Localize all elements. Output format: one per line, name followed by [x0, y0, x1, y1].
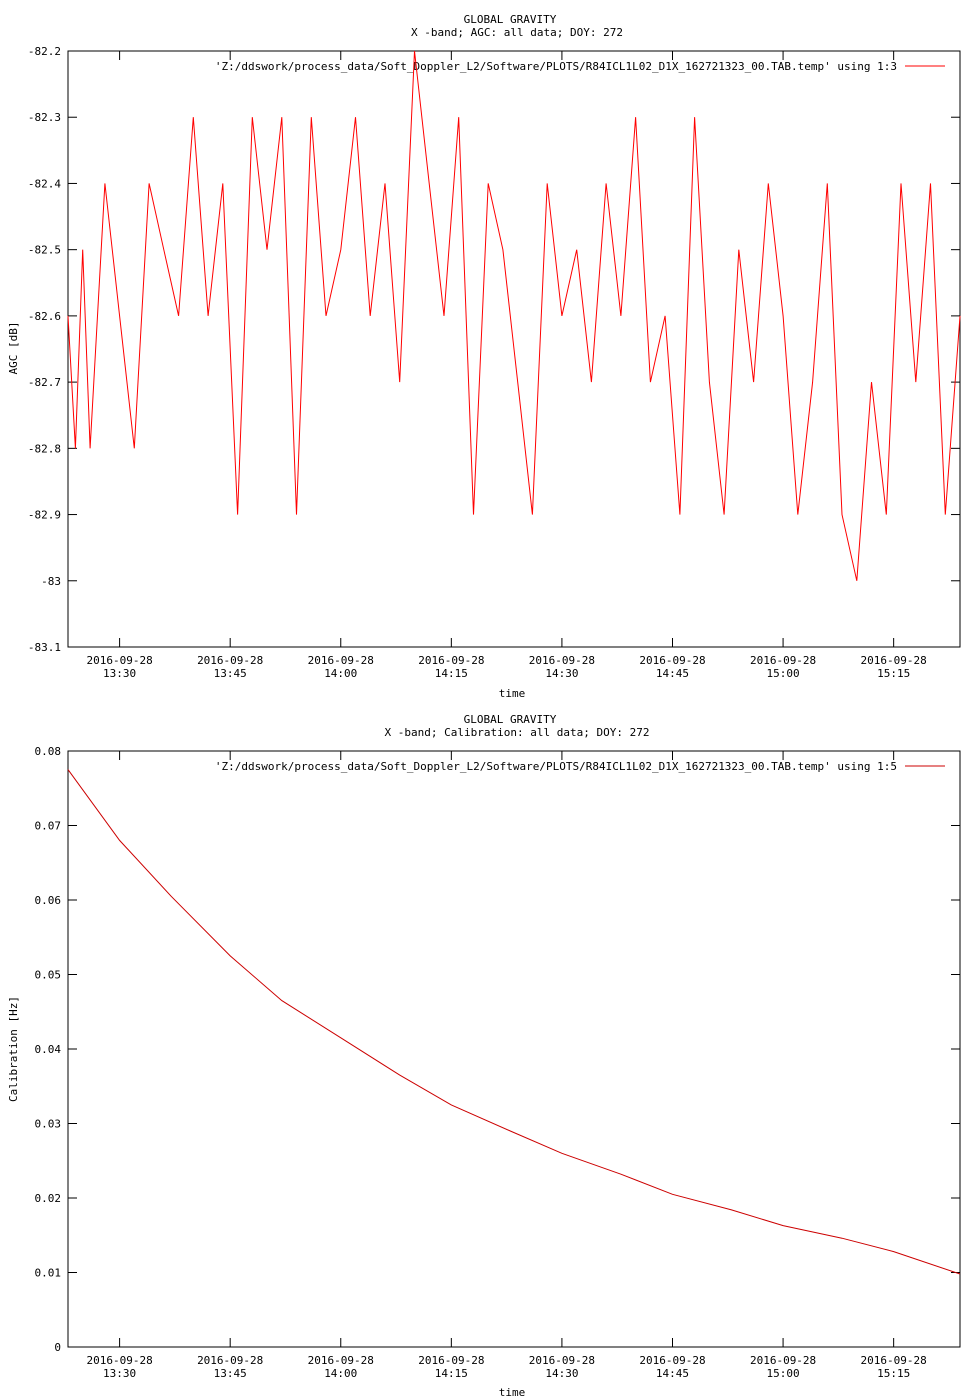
x-tick-time: 15:15: [877, 667, 910, 680]
x-tick-date: 2016-09-28: [308, 654, 374, 667]
x-tick-date: 2016-09-28: [639, 1354, 705, 1367]
x-tick-date: 2016-09-28: [308, 1354, 374, 1367]
x-tick-date: 2016-09-28: [529, 654, 595, 667]
calibration-chart: GLOBAL GRAVITY X -band; Calibration: all…: [7, 713, 961, 1399]
x-tick-date: 2016-09-28: [750, 654, 816, 667]
x-tick-time: 14:45: [656, 1367, 689, 1380]
x-tick-date: 2016-09-28: [861, 1354, 927, 1367]
x-tick-date: 2016-09-28: [86, 654, 152, 667]
x-tick-date: 2016-09-28: [639, 654, 705, 667]
y-tick-label: 0: [54, 1341, 61, 1354]
y-tick-label: 0.01: [35, 1267, 62, 1280]
chart-title: GLOBAL GRAVITY: [464, 13, 557, 26]
chart-title: GLOBAL GRAVITY: [464, 713, 557, 726]
x-tick-time: 15:00: [767, 1367, 800, 1380]
y-tick-label: -82.4: [28, 177, 61, 190]
x-tick-time: 14:15: [435, 1367, 468, 1380]
y-tick-label: 0.04: [35, 1043, 62, 1056]
plot-frame: [67, 50, 961, 648]
x-tick-date: 2016-09-28: [529, 1354, 595, 1367]
y-tick-label: 0.03: [35, 1118, 62, 1131]
y-axis-label: AGC [dB]: [7, 322, 20, 375]
x-tick-date: 2016-09-28: [750, 1354, 816, 1367]
y-tick-label: -82.3: [28, 111, 61, 124]
chart-subtitle: X -band; Calibration: all data; DOY: 272: [385, 726, 650, 739]
x-axis-label: time: [499, 1386, 526, 1399]
x-tick-time: 14:00: [324, 667, 357, 680]
agc-chart: GLOBAL GRAVITY X -band; AGC: all data; D…: [7, 13, 961, 700]
x-tick-time: 13:30: [103, 1367, 136, 1380]
y-tick-label: 0.06: [35, 894, 62, 907]
x-tick-date: 2016-09-28: [418, 1354, 484, 1367]
y-tick-label: -82.8: [28, 442, 61, 455]
y-tick-label: -83: [41, 575, 61, 588]
x-tick-time: 15:00: [767, 667, 800, 680]
x-tick-date: 2016-09-28: [86, 1354, 152, 1367]
y-tick-label: -83.1: [28, 641, 61, 654]
y-tick-label: 0.08: [35, 745, 62, 758]
y-tick-label: -82.7: [28, 376, 61, 389]
y-tick-label: -82.2: [28, 45, 61, 58]
x-tick-time: 14:00: [324, 1367, 357, 1380]
y-tick-label: -82.9: [28, 509, 61, 522]
legend-label: 'Z:/ddswork/process_data/Soft_Doppler_L2…: [215, 760, 897, 773]
x-tick-time: 15:15: [877, 1367, 910, 1380]
plot-frame: [67, 750, 961, 1348]
y-tick-label: -82.6: [28, 310, 61, 323]
y-tick-label: 0.05: [35, 969, 62, 982]
x-tick-date: 2016-09-28: [418, 654, 484, 667]
y-tick-label: 0.07: [35, 820, 62, 833]
x-tick-time: 14:45: [656, 667, 689, 680]
x-tick-time: 13:45: [214, 1367, 247, 1380]
x-tick-time: 13:30: [103, 667, 136, 680]
y-axis-label: Calibration [Hz]: [7, 996, 20, 1102]
y-tick-label: 0.02: [35, 1192, 62, 1205]
x-tick-time: 13:45: [214, 667, 247, 680]
chart-subtitle: X -band; AGC: all data; DOY: 272: [411, 26, 623, 39]
x-tick-time: 14:30: [545, 1367, 578, 1380]
x-tick-time: 14:15: [435, 667, 468, 680]
x-axis-label: time: [499, 687, 526, 700]
legend-label: 'Z:/ddswork/process_data/Soft_Doppler_L2…: [215, 60, 897, 73]
series-line: [67, 50, 961, 581]
x-tick-date: 2016-09-28: [197, 1354, 263, 1367]
series-line: [67, 769, 961, 1275]
y-tick-label: -82.5: [28, 244, 61, 257]
x-tick-date: 2016-09-28: [861, 654, 927, 667]
x-tick-date: 2016-09-28: [197, 654, 263, 667]
x-tick-time: 14:30: [545, 667, 578, 680]
